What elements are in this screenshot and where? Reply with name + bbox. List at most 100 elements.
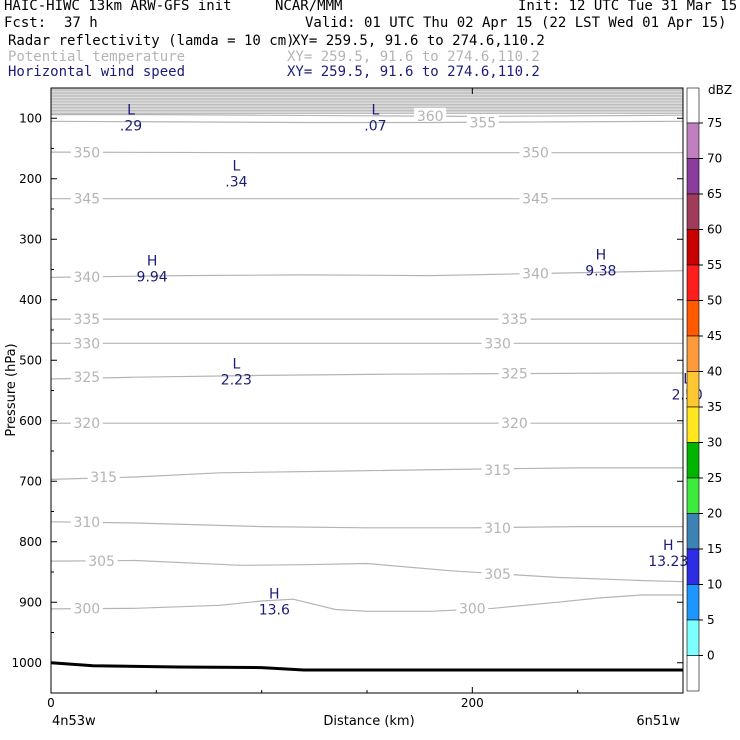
- y-tick-label: 600: [19, 414, 42, 428]
- colorbar-label: 10: [707, 578, 722, 592]
- colorbar-swatch: [686, 548, 700, 585]
- theta-label: 340: [522, 267, 549, 283]
- model-title: HAIC-HIWC 13km ARW-GFS init: [4, 0, 232, 14]
- theta-contour-340: [50, 270, 684, 278]
- theta-label: 310: [484, 521, 511, 537]
- wind-extremum-value: 13.23: [648, 554, 688, 570]
- endpoint-right: 6n51w: [636, 714, 680, 729]
- theta-label: 320: [73, 416, 100, 432]
- colorbar-title: dBZ: [708, 83, 732, 97]
- wind-extremum-value: 2.23: [221, 372, 252, 388]
- colorbar-swatch: [686, 193, 700, 230]
- colorbar-swatch: [686, 619, 700, 656]
- colorbar-swatch: [686, 122, 700, 159]
- theta-label-bg: [498, 365, 531, 382]
- field-reflectivity-xy: XY= 259.5, 91.6 to 274.6,110.2: [292, 33, 545, 49]
- field-theta-xy: XY= 259.5, 91.6 to 274.6,110.2: [287, 49, 540, 65]
- theta-label: 310: [73, 515, 100, 531]
- colorbar-swatch: [686, 87, 700, 124]
- colorbar-swatch: [686, 371, 700, 408]
- theta-label: 300: [73, 601, 100, 617]
- x-axis-label: Distance (km): [323, 714, 414, 729]
- theta-label: 345: [522, 192, 549, 208]
- colorbar-swatch: [686, 442, 700, 479]
- field-wind: Horizontal wind speed: [8, 64, 186, 80]
- theta-label-bg: [70, 311, 103, 328]
- theta-label: 350: [73, 146, 100, 162]
- theta-label: 330: [484, 336, 511, 352]
- y-axis: 100 200 300 400 500 600 700 800 900 1000: [11, 87, 683, 694]
- theta-label: 345: [73, 192, 100, 208]
- theta-label: 330: [73, 336, 100, 352]
- theta-label-bg: [481, 335, 514, 352]
- wind-extremum-value: 9.94: [137, 270, 168, 286]
- theta-label-bg: [466, 114, 499, 131]
- y-tick-label: 400: [19, 293, 42, 307]
- wind-high-marker: H: [147, 254, 158, 270]
- x-tick-label: 0: [47, 696, 55, 710]
- theta-label-bg: [481, 565, 514, 582]
- endpoint-left: 4n53w: [52, 714, 96, 729]
- wind-high-marker: H: [269, 586, 280, 602]
- theta-label-bg: [519, 265, 552, 282]
- org-label: NCAR/MMM: [275, 0, 343, 14]
- theta-contours: 360 355 350 350 345 345 340 340 335 335 330 330 325 3…: [50, 107, 684, 617]
- theta-label-bg: [70, 415, 103, 432]
- colorbar-label: 50: [707, 294, 722, 308]
- theta-label-bg: [70, 369, 103, 386]
- colorbar-swatch: [686, 477, 700, 514]
- fcst-label: Fcst:: [4, 15, 47, 31]
- colorbar-swatch: [686, 158, 700, 195]
- colorbar-label: 30: [707, 436, 722, 450]
- colorbar-swatch: [686, 406, 700, 443]
- x-axis: 0 200: [47, 88, 684, 710]
- theta-label-bg: [498, 311, 531, 328]
- wind-extremum-value: 9.38: [585, 263, 616, 279]
- theta-label-bg: [519, 190, 552, 207]
- wind-extrema: L.29L.07L.34H9.94H9.38L2.23L2.50H13.23H1…: [120, 102, 703, 618]
- theta-label: 340: [73, 270, 100, 286]
- colorbar-label: 20: [707, 507, 722, 521]
- wind-low-marker: L: [232, 159, 240, 175]
- field-reflectivity: Radar reflectivity (lamda = 10 cm): [8, 33, 295, 49]
- colorbar-label: 15: [707, 542, 722, 556]
- theta-label: 305: [484, 567, 511, 583]
- colorbar-label: 65: [707, 187, 722, 201]
- theta-label: 325: [501, 367, 528, 383]
- theta-label-bg: [70, 144, 103, 161]
- theta-label: 325: [73, 370, 100, 386]
- theta-label: 305: [88, 554, 115, 570]
- colorbar-swatch: [686, 335, 700, 372]
- y-axis-label: Pressure (hPa): [4, 343, 19, 436]
- theta-contour-350: [50, 151, 683, 154]
- theta-label: 355: [469, 115, 496, 131]
- theta-label-bg: [85, 553, 118, 570]
- wind-low-marker: L: [372, 102, 380, 118]
- wind-high-marker: H: [596, 247, 607, 263]
- y-tick-label: 900: [19, 595, 42, 609]
- theta-label: 320: [501, 416, 528, 432]
- theta-label: 300: [459, 601, 486, 617]
- x-tick-label: 200: [461, 696, 484, 710]
- colorbar-label: 60: [707, 223, 722, 237]
- terrain-surface: [50, 661, 683, 672]
- theta-contour-325: [50, 372, 683, 380]
- theta-label-bg: [498, 415, 531, 432]
- y-tick-label: 1000: [11, 656, 42, 670]
- colorbar-swatch: [686, 300, 700, 337]
- theta-label-bg: [70, 335, 103, 352]
- colorbar-swatch: [686, 264, 700, 301]
- theta-contour-305: [50, 559, 684, 583]
- theta-label: 350: [522, 146, 549, 162]
- theta-label-bg: [87, 469, 120, 486]
- theta-label: 335: [73, 312, 100, 328]
- y-tick-label: 300: [19, 232, 42, 246]
- y-tick-label: 100: [19, 111, 42, 125]
- field-wind-xy: XY= 259.5, 91.6 to 274.6,110.2: [287, 64, 540, 80]
- wind-extremum-value: .34: [225, 175, 247, 191]
- theta-label: 315: [90, 470, 117, 486]
- theta-contour-360: [51, 114, 684, 118]
- colorbar-label: 25: [707, 471, 722, 485]
- fcst-value: 37 h: [64, 15, 98, 31]
